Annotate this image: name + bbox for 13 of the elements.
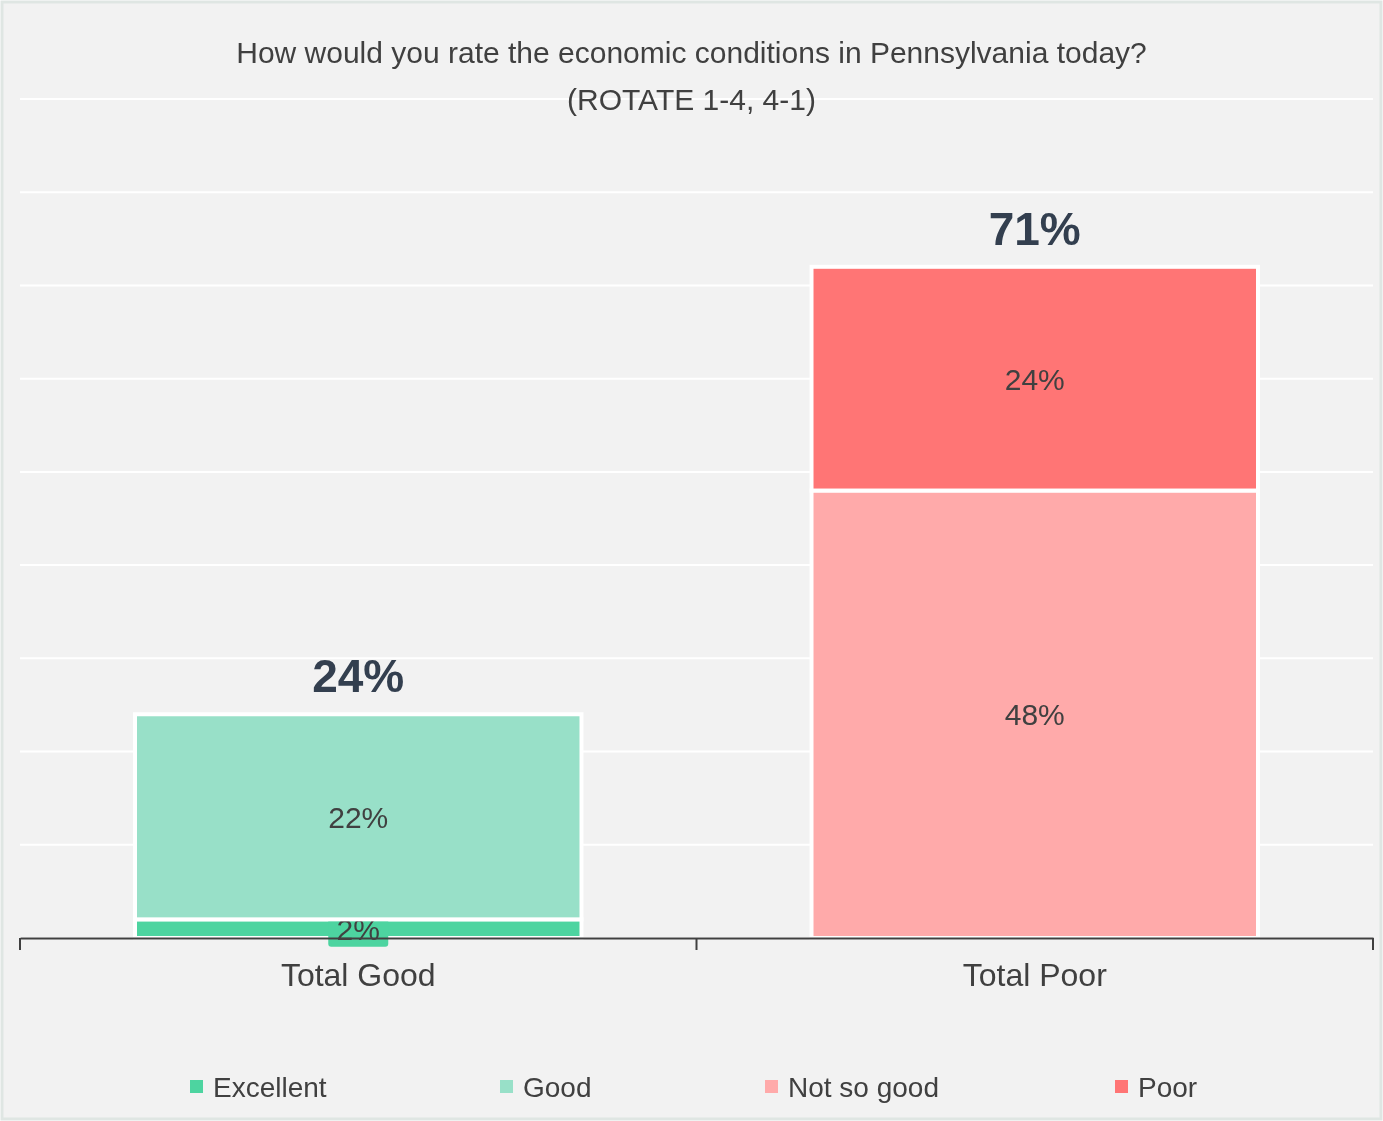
x-tick-label: Total Poor [962, 956, 1108, 993]
legend-label: Poor [1138, 1072, 1198, 1103]
legend-label: Excellent [213, 1072, 327, 1103]
legend-label: Not so good [788, 1072, 939, 1103]
chart-title: How would you rate the economic conditions in Pennsylvania today? [236, 36, 1147, 69]
data-label: 48% [1004, 698, 1065, 732]
x-tick-label: Total Good [280, 956, 436, 993]
data-label: 22% [328, 800, 389, 834]
total-label: 24% [312, 650, 405, 703]
legend-label: Good [523, 1072, 592, 1103]
chart-subtitle: (ROTATE 1-4, 4-1) [567, 83, 816, 116]
total-label: 71% [988, 202, 1081, 255]
data-label: 24% [1004, 362, 1065, 396]
